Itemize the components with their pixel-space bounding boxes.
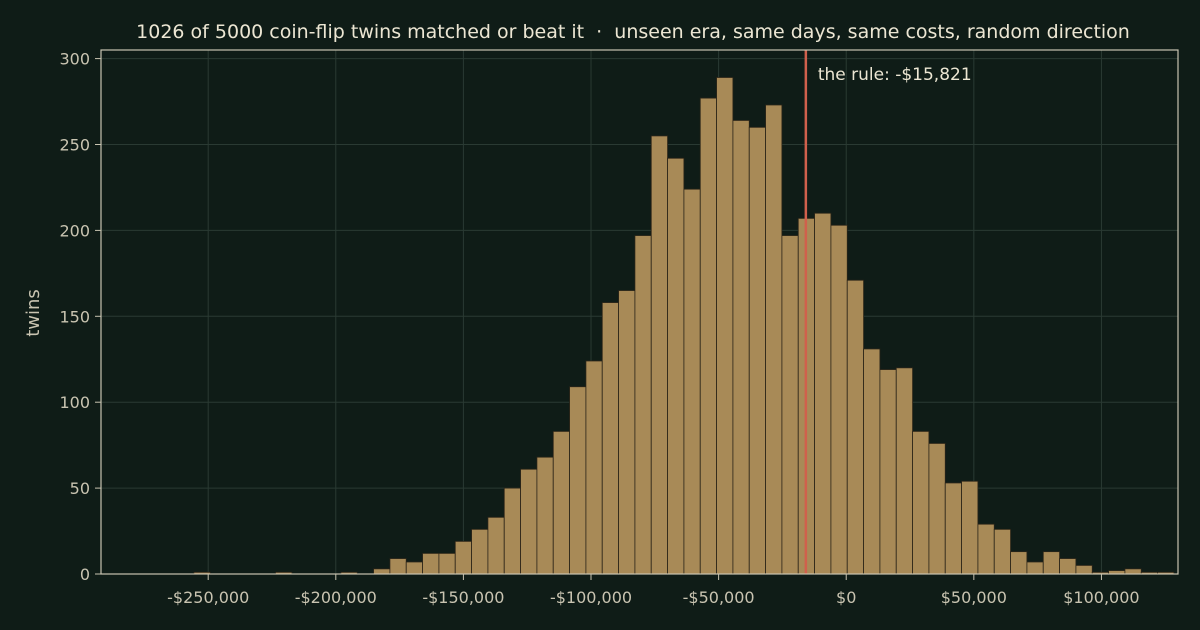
histogram-bar <box>373 568 391 575</box>
histogram-bar <box>716 77 734 575</box>
histogram-bar <box>765 104 783 575</box>
histogram-bar <box>667 157 685 575</box>
x-tick-label: $100,000 <box>1063 588 1139 607</box>
histogram-bar <box>1010 551 1028 575</box>
histogram-bar <box>1042 551 1060 575</box>
histogram-bar <box>781 235 799 575</box>
histogram-bar <box>748 126 766 575</box>
histogram-bar <box>944 482 962 575</box>
histogram-bar <box>814 212 832 575</box>
histogram-bar <box>569 386 587 575</box>
histogram-bar <box>601 302 619 575</box>
histogram-bar <box>1026 561 1044 575</box>
histogram-bar <box>585 360 603 575</box>
histogram-bar <box>1075 565 1093 575</box>
histogram-bar <box>634 235 652 575</box>
histogram-bar <box>879 369 897 575</box>
histogram-bar <box>993 528 1011 575</box>
y-tick-label: 250 <box>59 135 90 154</box>
histogram-bar <box>536 456 554 575</box>
x-tick-label: -$100,000 <box>550 588 632 607</box>
histogram-bar <box>487 516 505 575</box>
y-tick-label: 0 <box>80 565 90 584</box>
rule-marker-label: the rule: -$15,821 <box>818 65 972 85</box>
histogram-bar <box>961 480 979 575</box>
y-tick-label: 200 <box>59 221 90 240</box>
y-tick-label: 50 <box>70 479 90 498</box>
histogram-bar <box>438 552 456 575</box>
histogram-bar <box>699 97 717 575</box>
histogram-bar <box>846 279 864 575</box>
histogram-bar <box>618 290 636 575</box>
x-tick-label: $0 <box>836 588 856 607</box>
x-tick-label: -$250,000 <box>167 588 249 607</box>
histogram-bar <box>520 468 538 575</box>
y-tick-label: 300 <box>59 50 90 69</box>
histogram-bar <box>863 348 881 575</box>
histogram-bar <box>503 487 521 575</box>
plot-frame <box>100 49 1179 575</box>
histogram-bar <box>1059 558 1077 575</box>
histogram-bar <box>977 523 995 575</box>
histogram-bar <box>683 188 701 575</box>
histogram-bar <box>928 443 946 575</box>
y-axis-ticks: 0 50 100 150 200 250 300 <box>59 50 101 584</box>
x-axis-ticks: -$250,000 -$200,000 -$150,000 -$100,000 -$50… <box>167 574 1140 607</box>
histogram-bar <box>895 367 913 575</box>
y-tick-label: 100 <box>59 393 90 412</box>
histogram-bar <box>732 120 750 575</box>
histogram-bar <box>422 552 440 575</box>
chart-title: 1026 of 5000 coin-flip twins matched or … <box>136 21 1130 43</box>
histogram-bar <box>1124 568 1142 575</box>
histogram-bar <box>471 528 489 575</box>
x-tick-label: -$150,000 <box>422 588 504 607</box>
histogram-bar <box>830 224 848 575</box>
y-tick-label: 150 <box>59 307 90 326</box>
histogram-bar <box>389 558 407 575</box>
x-tick-label: -$200,000 <box>295 588 377 607</box>
histogram-bar <box>650 135 668 575</box>
histogram-bar <box>454 540 472 575</box>
histogram-bars <box>193 77 1175 575</box>
histogram-bar <box>552 431 570 575</box>
histogram-bar <box>912 431 930 575</box>
x-tick-label: -$50,000 <box>683 588 755 607</box>
histogram-bar <box>405 561 423 575</box>
y-axis-label: twins <box>23 289 44 337</box>
rule-marker: the rule: -$15,821 <box>804 50 972 574</box>
x-tick-label: $50,000 <box>941 588 1007 607</box>
